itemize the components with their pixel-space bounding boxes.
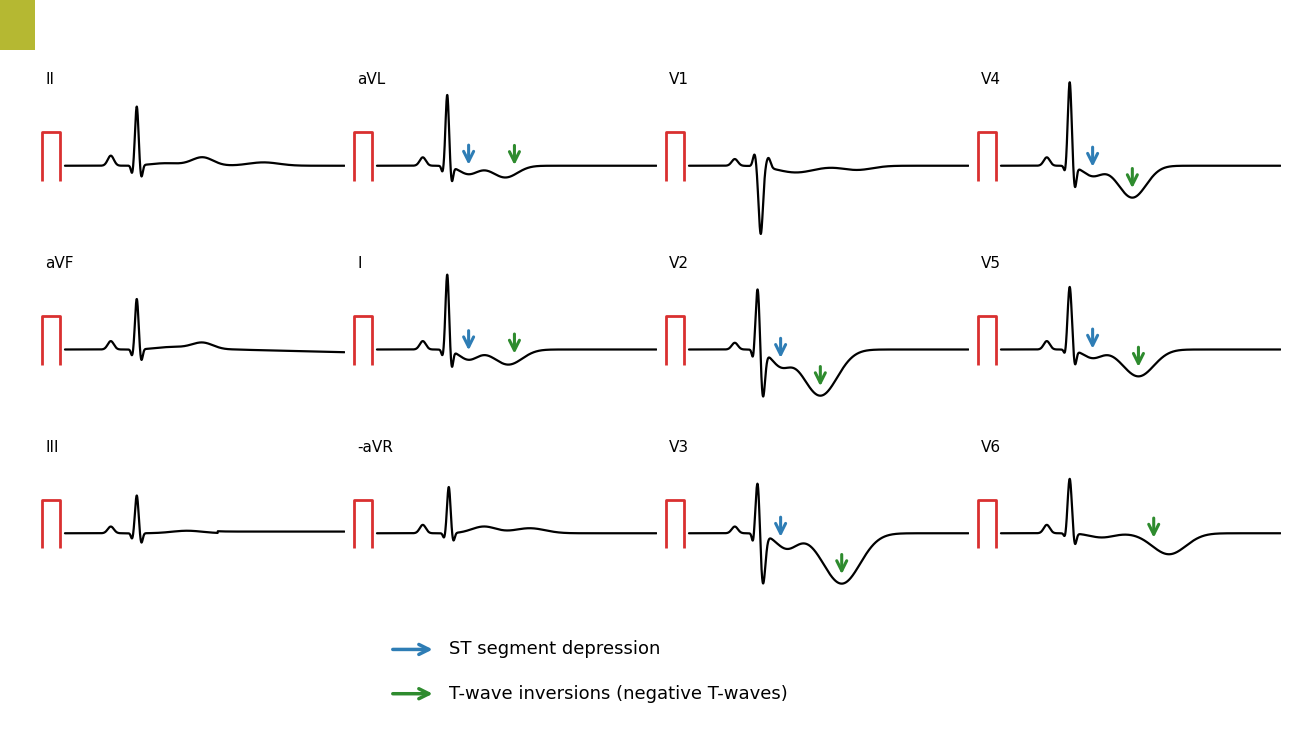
Text: T-wave inversions (negative T-waves): T-wave inversions (negative T-waves) <box>448 685 788 703</box>
Text: V6: V6 <box>982 440 1001 455</box>
Text: V4: V4 <box>982 72 1001 87</box>
Text: aVL: aVL <box>358 72 385 87</box>
Bar <box>0 0 35 50</box>
Text: NSTEMI: NSTEMI <box>48 13 150 37</box>
Text: I: I <box>358 256 361 271</box>
Text: V1: V1 <box>670 72 689 87</box>
Text: V3: V3 <box>670 440 689 455</box>
Text: -aVR: -aVR <box>358 440 393 455</box>
Text: V5: V5 <box>982 256 1001 271</box>
Text: aVF: aVF <box>46 256 74 271</box>
Text: III: III <box>46 440 58 455</box>
Text: II: II <box>46 72 55 87</box>
Text: ST segment depression: ST segment depression <box>448 641 660 658</box>
Text: V2: V2 <box>670 256 689 271</box>
